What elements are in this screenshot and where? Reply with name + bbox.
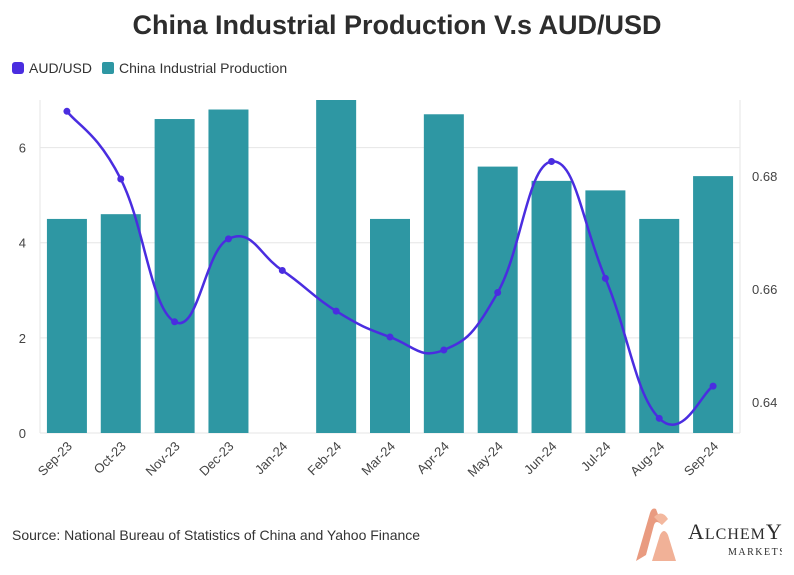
y-right-tick-label: 0.64 [752, 395, 777, 410]
y-left-tick-label: 6 [19, 141, 26, 156]
audusd-point-Sep-23 [63, 107, 71, 115]
x-tick-label: Feb-24 [305, 439, 345, 479]
bar-Feb-24 [316, 100, 357, 433]
chart-title: China Industrial Production V.s AUD/USD [132, 10, 662, 40]
x-tick-label: Jun-24 [521, 439, 560, 478]
audusd-point-Oct-23 [117, 175, 125, 183]
audusd-point-Apr-24 [440, 346, 448, 354]
bar-Dec-23 [208, 109, 249, 433]
x-tick-label: Nov-23 [142, 439, 182, 479]
bar-Jun-24 [531, 180, 572, 433]
bar-Sep-24 [693, 176, 734, 433]
x-tick-label: Jan-24 [252, 439, 291, 478]
x-tick-label: Aug-24 [627, 439, 667, 479]
x-tick-label: Jul-24 [578, 439, 614, 475]
y-right-tick-label: 0.68 [752, 169, 777, 184]
audusd-point-Dec-23 [224, 235, 232, 243]
alchemy-markets-logo: ALCHEMY MARKETS [636, 508, 782, 561]
svg-text:ALCHEMY: ALCHEMY [688, 519, 782, 544]
legend-bar-swatch [102, 62, 115, 74]
audusd-point-Jan-24 [278, 266, 286, 274]
x-tick-label: Sep-24 [681, 439, 721, 479]
bar-Sep-23 [46, 218, 87, 433]
bar-Nov-23 [154, 119, 195, 434]
x-tick-label: Sep-23 [35, 439, 75, 479]
bar-Apr-24 [423, 114, 464, 434]
legend-line-swatch [12, 62, 24, 74]
logo-mark-icon [636, 508, 676, 561]
bar-Mar-24 [370, 218, 410, 433]
audusd-point-Sep-24 [709, 382, 717, 390]
x-tick-label: Apr-24 [414, 439, 452, 477]
x-tick-label: Mar-24 [358, 439, 398, 479]
y-left-tick-label: 2 [19, 331, 26, 346]
bar-Oct-23 [100, 214, 141, 433]
svg-text:MARKETS: MARKETS [728, 547, 782, 558]
legend-item-industrial-production[interactable]: China Industrial Production [102, 60, 287, 76]
y-right-tick-label: 0.66 [752, 282, 777, 297]
bar-May-24 [477, 166, 518, 433]
audusd-point-Aug-24 [655, 414, 663, 422]
y-left-tick-label: 0 [19, 426, 26, 441]
legend-label-industrial-production: China Industrial Production [119, 60, 288, 76]
bar-Aug-24 [639, 218, 680, 433]
legend-item-audusd[interactable]: AUD/USD [12, 60, 92, 76]
legend: AUD/USD China Industrial Production [12, 60, 297, 76]
audusd-point-May-24 [494, 288, 502, 296]
audusd-point-Nov-23 [171, 318, 179, 326]
chart-canvas: 0 2 4 6 0.64 0.66 0.68 Sep-23 Oct-23 Nov-23 Dec-23… [19, 100, 777, 480]
x-tick-label: Dec-23 [196, 439, 236, 479]
audusd-point-Jul-24 [601, 274, 609, 282]
audusd-point-Jun-24 [548, 158, 556, 166]
x-tick-label: Oct-23 [91, 439, 129, 477]
audusd-point-Mar-24 [386, 333, 394, 341]
bar-Jul-24 [585, 190, 626, 433]
legend-label-audusd: AUD/USD [29, 60, 93, 76]
source-note: Source: National Bureau of Statistics of… [12, 527, 421, 543]
y-left-tick-label: 4 [19, 236, 26, 251]
x-tick-label: May-24 [465, 439, 506, 480]
audusd-point-Feb-24 [332, 307, 340, 315]
